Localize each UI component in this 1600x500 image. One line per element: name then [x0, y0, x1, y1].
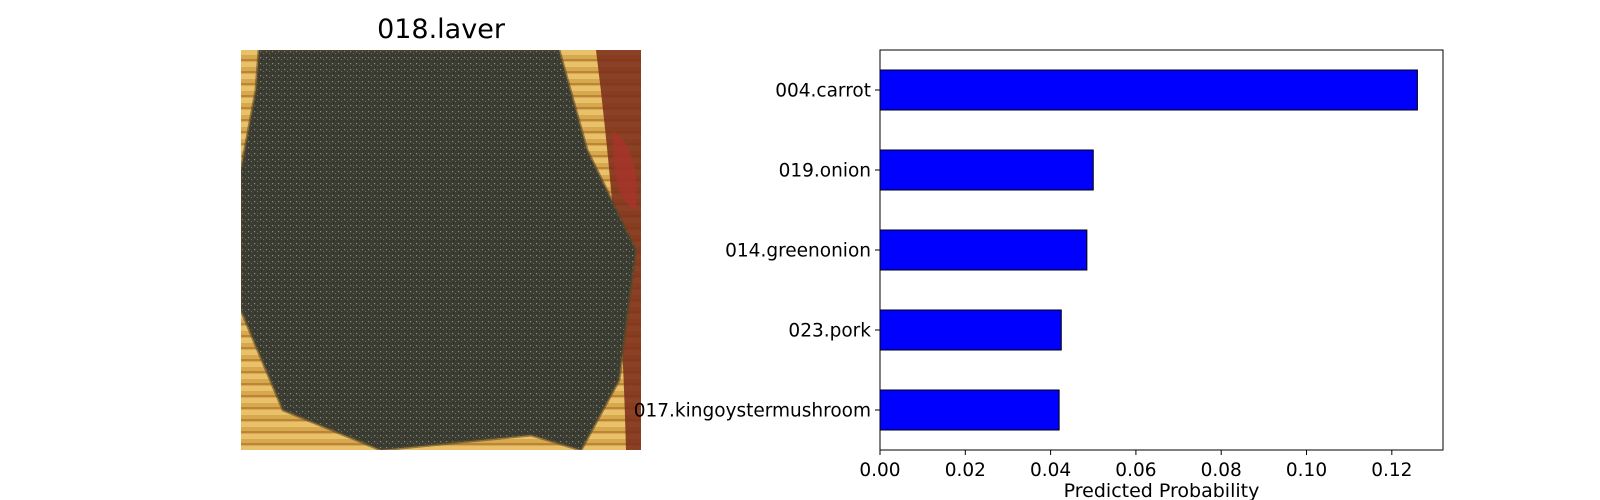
y-tick-label: 019.onion: [779, 161, 871, 182]
x-tick-group: 0.00 0.02 0.04 0.06 0.08 0.10 0.12: [859, 450, 1412, 481]
y-tick-group: 004.carrot 019.onion 014.greenonion 023.por…: [634, 81, 880, 422]
x-tick-label: 0.12: [1371, 460, 1412, 481]
x-tick-label: 0.04: [1030, 460, 1071, 481]
x-tick-label: 0.02: [945, 460, 986, 481]
x-tick-label: 0.08: [1201, 460, 1242, 481]
bar-014-greenonion: [879, 229, 1088, 271]
bars-group: [879, 69, 1418, 431]
laver-photo-drawing: [241, 50, 641, 450]
y-tick-label: 023.pork: [788, 321, 871, 342]
x-tick-label: 0.10: [1286, 460, 1327, 481]
laver-photo: [241, 50, 641, 450]
y-tick-label: 017.kingoystermushroom: [634, 401, 871, 422]
y-tick-label: 014.greenonion: [725, 241, 871, 262]
bar-019-onion: [879, 149, 1094, 191]
y-tick-label: 004.carrot: [775, 81, 871, 102]
image-title: 018.laver: [377, 14, 505, 45]
bar-017-kingoystermushroom: [879, 389, 1060, 431]
bar-023-pork: [879, 309, 1062, 351]
x-tick-label: 0.00: [859, 460, 900, 481]
x-axis-label: Predicted Probability: [1064, 480, 1260, 500]
plot-frame: [879, 49, 1444, 451]
bar-004-carrot: [879, 69, 1418, 111]
x-tick-label: 0.06: [1115, 460, 1156, 481]
